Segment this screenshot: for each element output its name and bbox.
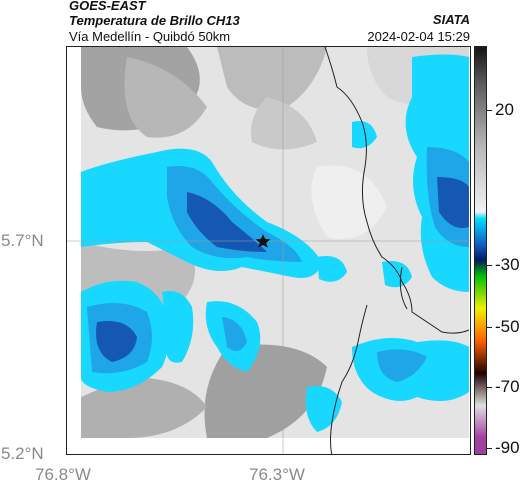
cb-label-m30: -30: [495, 255, 520, 274]
timestamp-label: 2024-02-04 15:29: [367, 29, 470, 44]
star-icon: [255, 234, 271, 248]
temperature-colorbar: [474, 46, 487, 455]
lon-label-76.8: 76.8°W: [35, 465, 91, 484]
boundary-lines: [324, 47, 470, 454]
agency-label: SIATA: [432, 12, 470, 27]
cb-tick-m70: [487, 387, 492, 388]
cb-tick-m90: [487, 448, 492, 449]
lon-label-76.3: 76.3°W: [249, 465, 305, 484]
cb-label-m90: -90: [495, 438, 520, 457]
region-subtitle: Vía Medellín - Quibdó 50km: [69, 29, 231, 44]
cb-tick-m50: [487, 327, 492, 328]
satellite-map[interactable]: [66, 46, 471, 455]
satellite-title: GOES-EAST: [69, 0, 146, 13]
lat-label-5.2: 5.2°N: [1, 444, 44, 463]
data-area: [81, 47, 469, 438]
cb-label-m70: -70: [495, 377, 520, 396]
product-title: Temperatura de Brillo CH13: [69, 13, 240, 28]
cb-tick-m30: [487, 265, 492, 266]
map-canvas: [67, 47, 470, 454]
lat-label-5.7: 5.7°N: [1, 231, 44, 250]
cb-label-20: 20: [495, 100, 514, 119]
cb-label-m50: -50: [495, 317, 520, 336]
graticule: [67, 47, 470, 454]
cb-tick-20: [487, 110, 492, 111]
